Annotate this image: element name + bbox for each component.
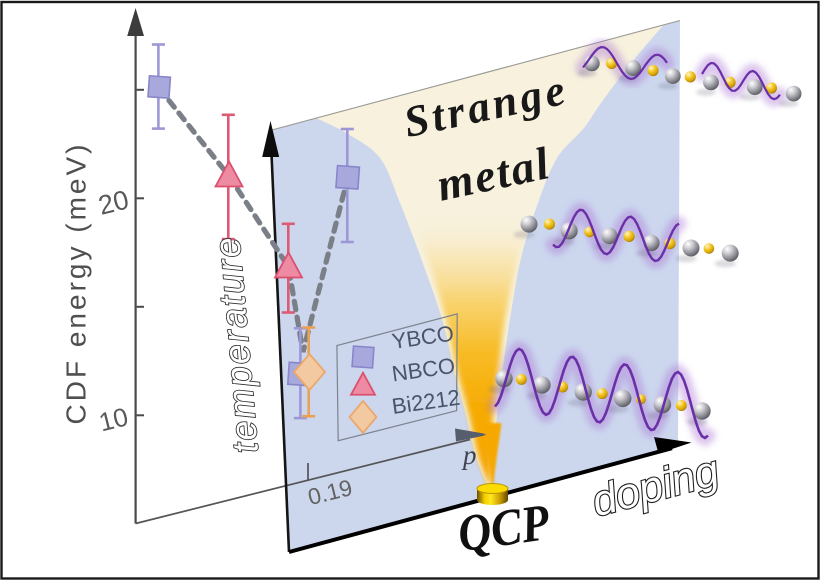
svg-text:10: 10 <box>96 401 131 437</box>
svg-text:CDF energy (meV): CDF energy (meV) <box>60 142 91 425</box>
svg-text:20: 20 <box>95 184 131 220</box>
svg-text:QCP: QCP <box>454 492 554 563</box>
svg-text:p: p <box>461 440 477 470</box>
